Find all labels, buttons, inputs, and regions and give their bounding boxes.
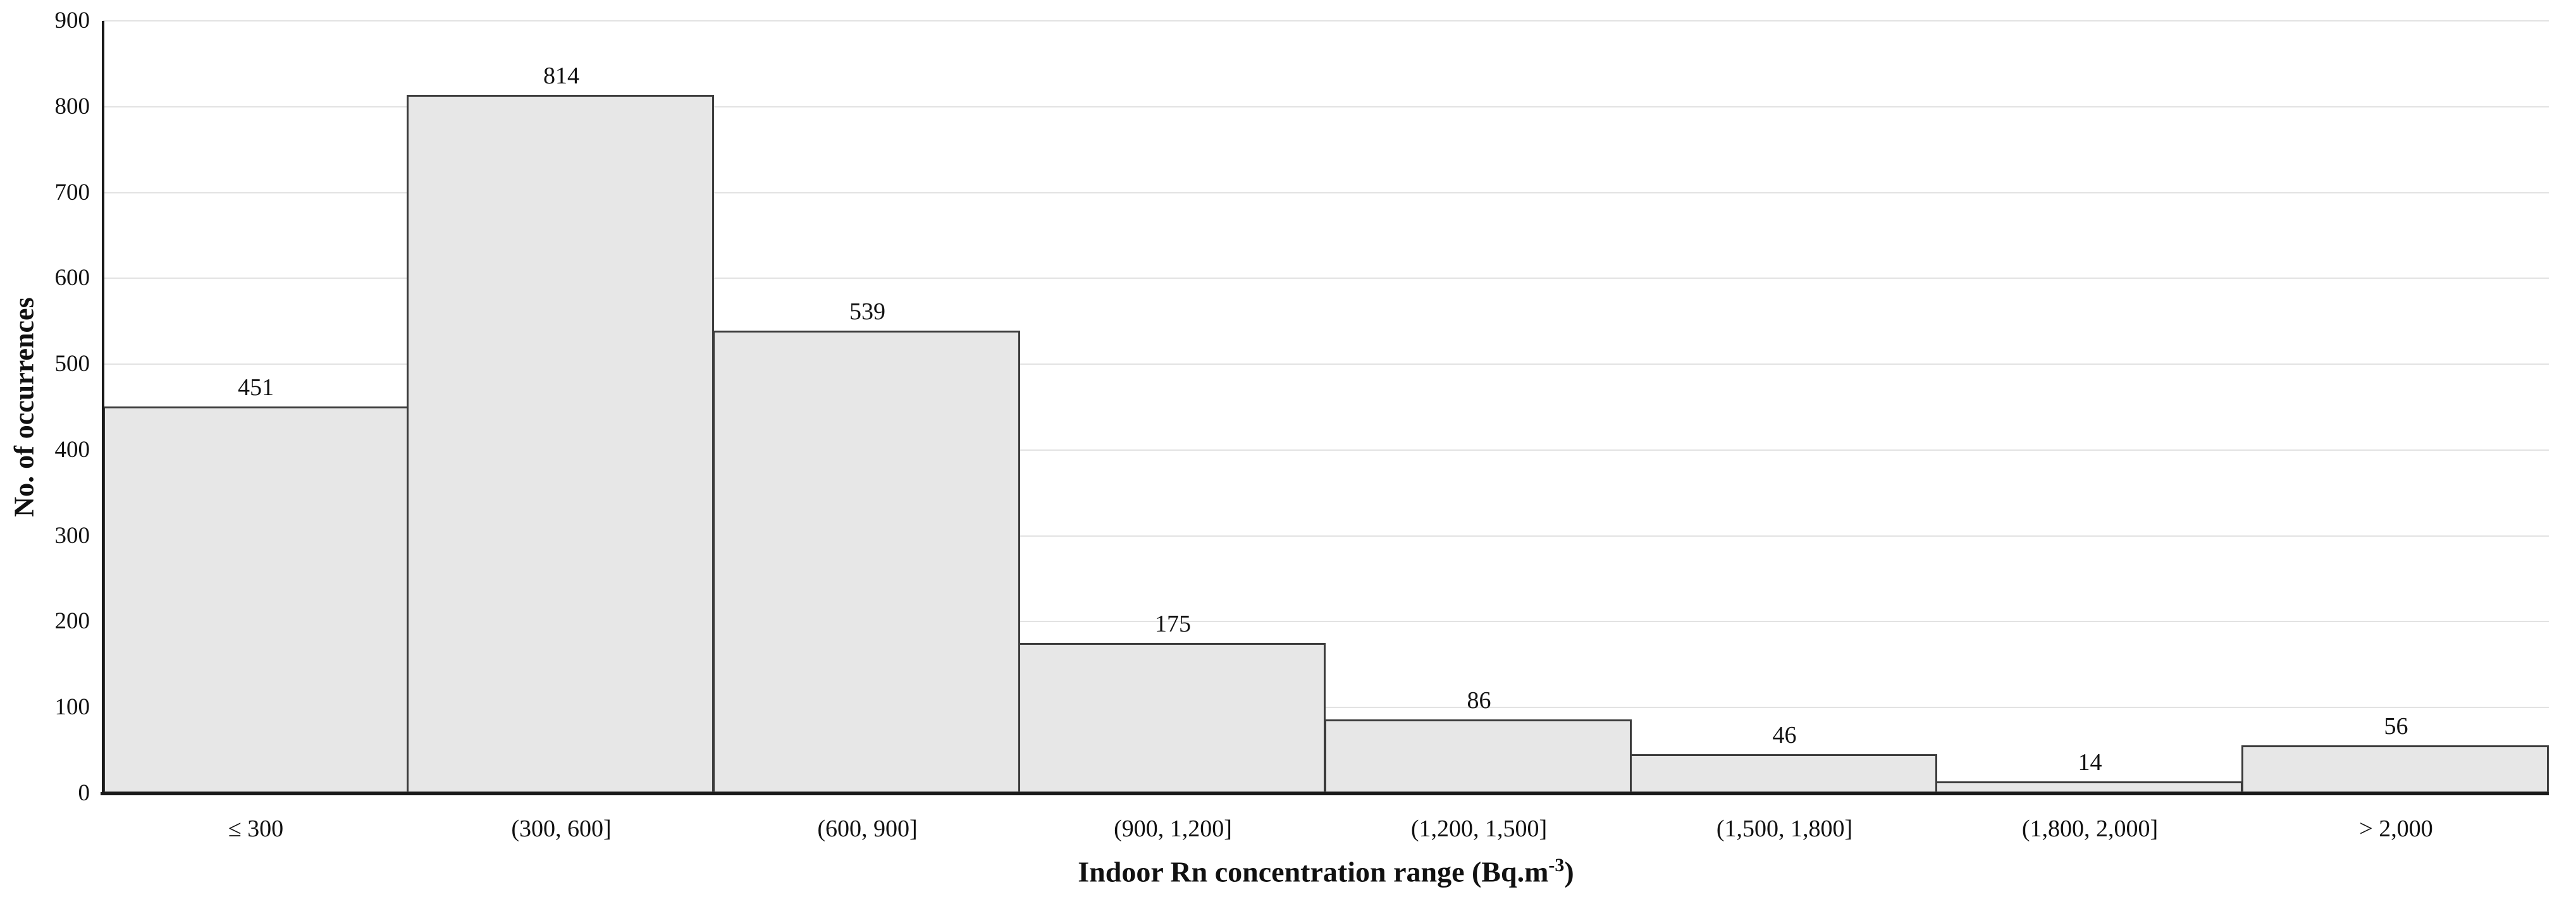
y-tick-label: 900 xyxy=(54,8,90,34)
bar-value-label: 14 xyxy=(2078,749,2102,776)
x-axis-title-superscript: -3 xyxy=(1548,855,1565,876)
x-tick-label: (600, 900] xyxy=(817,815,918,842)
gridline-600 xyxy=(103,278,2549,279)
y-axis-line xyxy=(102,21,104,795)
y-tick-label: 100 xyxy=(54,694,90,720)
bar-value-label: 56 xyxy=(2384,713,2408,740)
bar xyxy=(103,406,409,793)
x-tick-label: (1,500, 1,800] xyxy=(1716,815,1853,842)
gridline-900 xyxy=(103,20,2549,21)
bar xyxy=(1324,719,1632,793)
gridline-300 xyxy=(103,535,2549,537)
bar xyxy=(1630,754,1937,793)
bar xyxy=(713,331,1020,793)
gridline-400 xyxy=(103,449,2549,451)
y-axis-title-text: No. of occurrences xyxy=(8,297,40,517)
x-tick-label: ≤ 300 xyxy=(228,815,284,842)
x-axis-line xyxy=(101,792,2549,795)
y-tick-label: 500 xyxy=(54,351,90,377)
y-tick-label: 400 xyxy=(54,437,90,463)
y-tick-label: 200 xyxy=(54,608,90,634)
y-tick-label: 0 xyxy=(78,780,90,806)
x-tick-label: (900, 1,200] xyxy=(1114,815,1232,842)
x-tick-label: (1,200, 1,500] xyxy=(1410,815,1548,842)
x-axis-title-close: ) xyxy=(1564,855,1574,888)
bar-value-label: 451 xyxy=(238,374,274,401)
x-tick-label: (300, 600] xyxy=(511,815,612,842)
gridline-800 xyxy=(103,106,2549,107)
x-tick-label: > 2,000 xyxy=(2359,815,2433,842)
bar-value-label: 814 xyxy=(543,63,579,89)
gridline-500 xyxy=(103,363,2549,365)
bar xyxy=(1018,643,1326,793)
x-axis-title-text: Indoor Rn concentration range (Bq.m xyxy=(1078,855,1549,888)
y-tick-label: 800 xyxy=(54,94,90,119)
x-axis-title: Indoor Rn concentration range (Bq.m-3) xyxy=(103,855,2549,888)
bar-value-label: 175 xyxy=(1155,611,1191,637)
bar-value-label: 86 xyxy=(1467,687,1491,714)
gridline-100 xyxy=(103,707,2549,708)
y-tick-label: 300 xyxy=(54,523,90,549)
y-tick-label: 700 xyxy=(54,180,90,205)
gridline-200 xyxy=(103,621,2549,622)
x-tick-label: (1,800, 2,000] xyxy=(2021,815,2159,842)
bar-value-label: 46 xyxy=(1772,722,1797,748)
bar xyxy=(2241,745,2549,793)
gridline-700 xyxy=(103,192,2549,193)
bar-value-label: 539 xyxy=(849,298,885,325)
bar xyxy=(407,95,714,793)
y-tick-label: 600 xyxy=(54,265,90,291)
y-axis-title: No. of occurrences xyxy=(8,297,40,516)
